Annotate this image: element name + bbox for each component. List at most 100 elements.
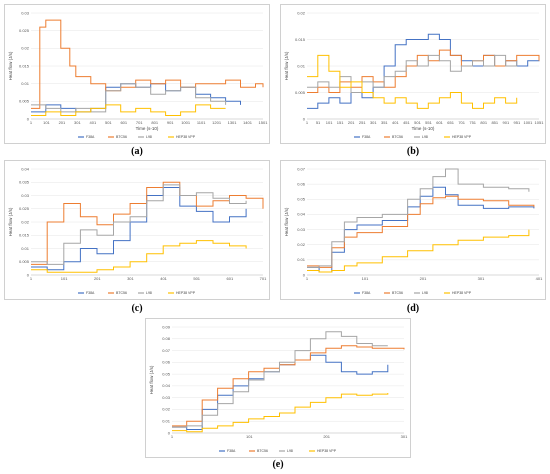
y-tick-c-3: 0.015 [19,233,30,238]
y-axis-label-a: Heat flow (J/s) [8,51,13,80]
legend-label-c-3: HEP38 VPP [176,291,196,295]
x-tick-a-5: 501 [105,120,112,125]
series-line-b-3 [307,54,518,109]
x-tick-b-20: 1001 [523,120,533,125]
series-line-a-1 [31,19,264,109]
y-tick-a-2: 0.01 [21,81,30,86]
y-tick-e-7: 0.07 [162,348,171,353]
x-tick-b-13: 651 [447,120,454,125]
caption-c: (c) [131,303,143,314]
x-tick-b-1: 51 [316,120,321,125]
caption-a: (a) [131,146,143,157]
y-axis-label-e: Heat flow (J/s) [149,365,154,394]
x-tick-a-9: 901 [167,120,174,125]
y-tick-a-0: 0 [27,116,30,121]
series-line-a-2 [31,83,227,113]
y-tick-a-3: 0.015 [19,63,30,68]
chart-panel-e: 0 0.01 0.02 0.03 0.04 0.05 0.06 0.07 0.08 0.09 1 10… [145,318,411,458]
x-tick-b-10: 501 [414,120,421,125]
series-line-d-3 [307,229,530,273]
x-tick-c-5: 501 [193,276,200,281]
legend-label-d-0: F38A [362,291,371,295]
chart-svg-c: 0 0.005 0.01 0.015 0.02 0.025 0.03 0.035 0.04 1 10… [8,166,267,295]
y-tick-c-4: 0.02 [21,219,30,224]
y-tick-e-6: 0.06 [162,360,171,365]
series-line-c-3 [31,240,247,273]
x-tick-b-3: 151 [337,120,344,125]
x-tick-c-2: 201 [94,276,101,281]
series-line-c-2 [31,184,247,265]
x-tick-d-4: 401 [536,276,543,281]
legend-label-a-0: F38A [86,135,95,139]
y-tick-d-1: 0.01 [297,257,306,262]
x-tick-b-19: 951 [514,120,521,125]
legend-label-e-1: BTC56 [257,449,268,453]
y-tick-e-1: 0.01 [162,419,171,424]
y-tick-b-4: 0.02 [297,10,306,15]
x-axis-label-b: Time (s-10) [412,126,435,131]
y-tick-b-3: 0.015 [295,37,306,42]
series-line-a-3 [31,104,226,116]
legend-label-b-2: L98 [422,135,428,139]
y-tick-d-2: 0.02 [297,242,306,247]
legend-label-a-3: HEP38 VPP [176,135,196,139]
chart-panel-b: 0 0.005 0.01 0.015 0.02 1 51 101 151 201 251 301 351… [280,4,546,144]
legend-label-a-1: BTC56 [116,135,127,139]
x-tick-b-8: 401 [392,120,399,125]
y-tick-e-5: 0.05 [162,371,171,376]
series-line-e-2 [172,331,388,428]
series-line-d-1 [307,195,535,268]
x-tick-a-14: 1401 [243,120,253,125]
x-tick-a-7: 701 [136,120,143,125]
series-line-b-0 [307,33,540,109]
y-tick-c-0: 0 [27,272,30,277]
y-tick-d-7: 0.07 [297,166,306,171]
caption-e: (e) [272,459,284,470]
x-tick-a-1: 101 [43,120,50,125]
x-tick-b-15: 751 [469,120,476,125]
x-tick-e-3: 301 [401,434,408,439]
y-tick-d-4: 0.04 [297,212,306,217]
x-tick-b-6: 301 [370,120,377,125]
y-axis-label-c: Heat flow (J/s) [8,207,13,236]
caption-b: (b) [406,146,420,157]
y-tick-a-6: 0.03 [21,10,30,15]
x-tick-a-12: 1201 [212,120,222,125]
x-tick-a-13: 1301 [228,120,238,125]
x-tick-b-7: 351 [381,120,388,125]
x-tick-b-17: 851 [491,120,498,125]
x-tick-b-11: 551 [425,120,432,125]
x-tick-d-2: 201 [420,276,427,281]
y-axis-label-b: Heat flow (J/s) [284,51,289,80]
y-tick-c-7: 0.035 [19,180,30,185]
series-line-c-0 [31,187,247,271]
x-tick-b-21: 1051 [535,120,545,125]
x-tick-c-7: 701 [260,276,267,281]
legend-label-a-2: L98 [146,135,152,139]
x-tick-b-9: 451 [403,120,410,125]
x-tick-b-2: 101 [326,120,333,125]
x-tick-a-0: 1 [30,120,33,125]
y-axis-label-d: Heat flow (J/s) [284,207,289,236]
x-tick-d-3: 301 [478,276,485,281]
chart-panel-a: 0 0.005 0.01 0.015 0.02 0.025 0.03 1 101 201 301 40… [4,4,270,144]
x-tick-a-4: 401 [90,120,97,125]
legend-label-d-2: L98 [422,291,428,295]
y-tick-e-0: 0 [168,430,171,435]
chart-panel-c: 0 0.005 0.01 0.015 0.02 0.025 0.03 0.035 0.04 1 10… [4,160,270,300]
y-tick-d-0: 0 [303,272,306,277]
x-tick-c-1: 101 [61,276,68,281]
x-tick-a-2: 201 [59,120,66,125]
x-tick-e-2: 201 [323,434,330,439]
legend-label-e-2: L98 [287,449,293,453]
y-tick-a-1: 0.005 [19,99,30,104]
y-tick-d-3: 0.03 [297,227,306,232]
legend-label-b-1: BTC56 [392,135,403,139]
y-tick-d-5: 0.05 [297,197,306,202]
x-tick-b-16: 801 [480,120,487,125]
x-tick-a-8: 801 [151,120,158,125]
x-tick-c-6: 601 [227,276,234,281]
y-tick-b-2: 0.01 [297,63,306,68]
y-tick-c-2: 0.01 [21,246,30,251]
caption-d: (d) [406,303,420,314]
